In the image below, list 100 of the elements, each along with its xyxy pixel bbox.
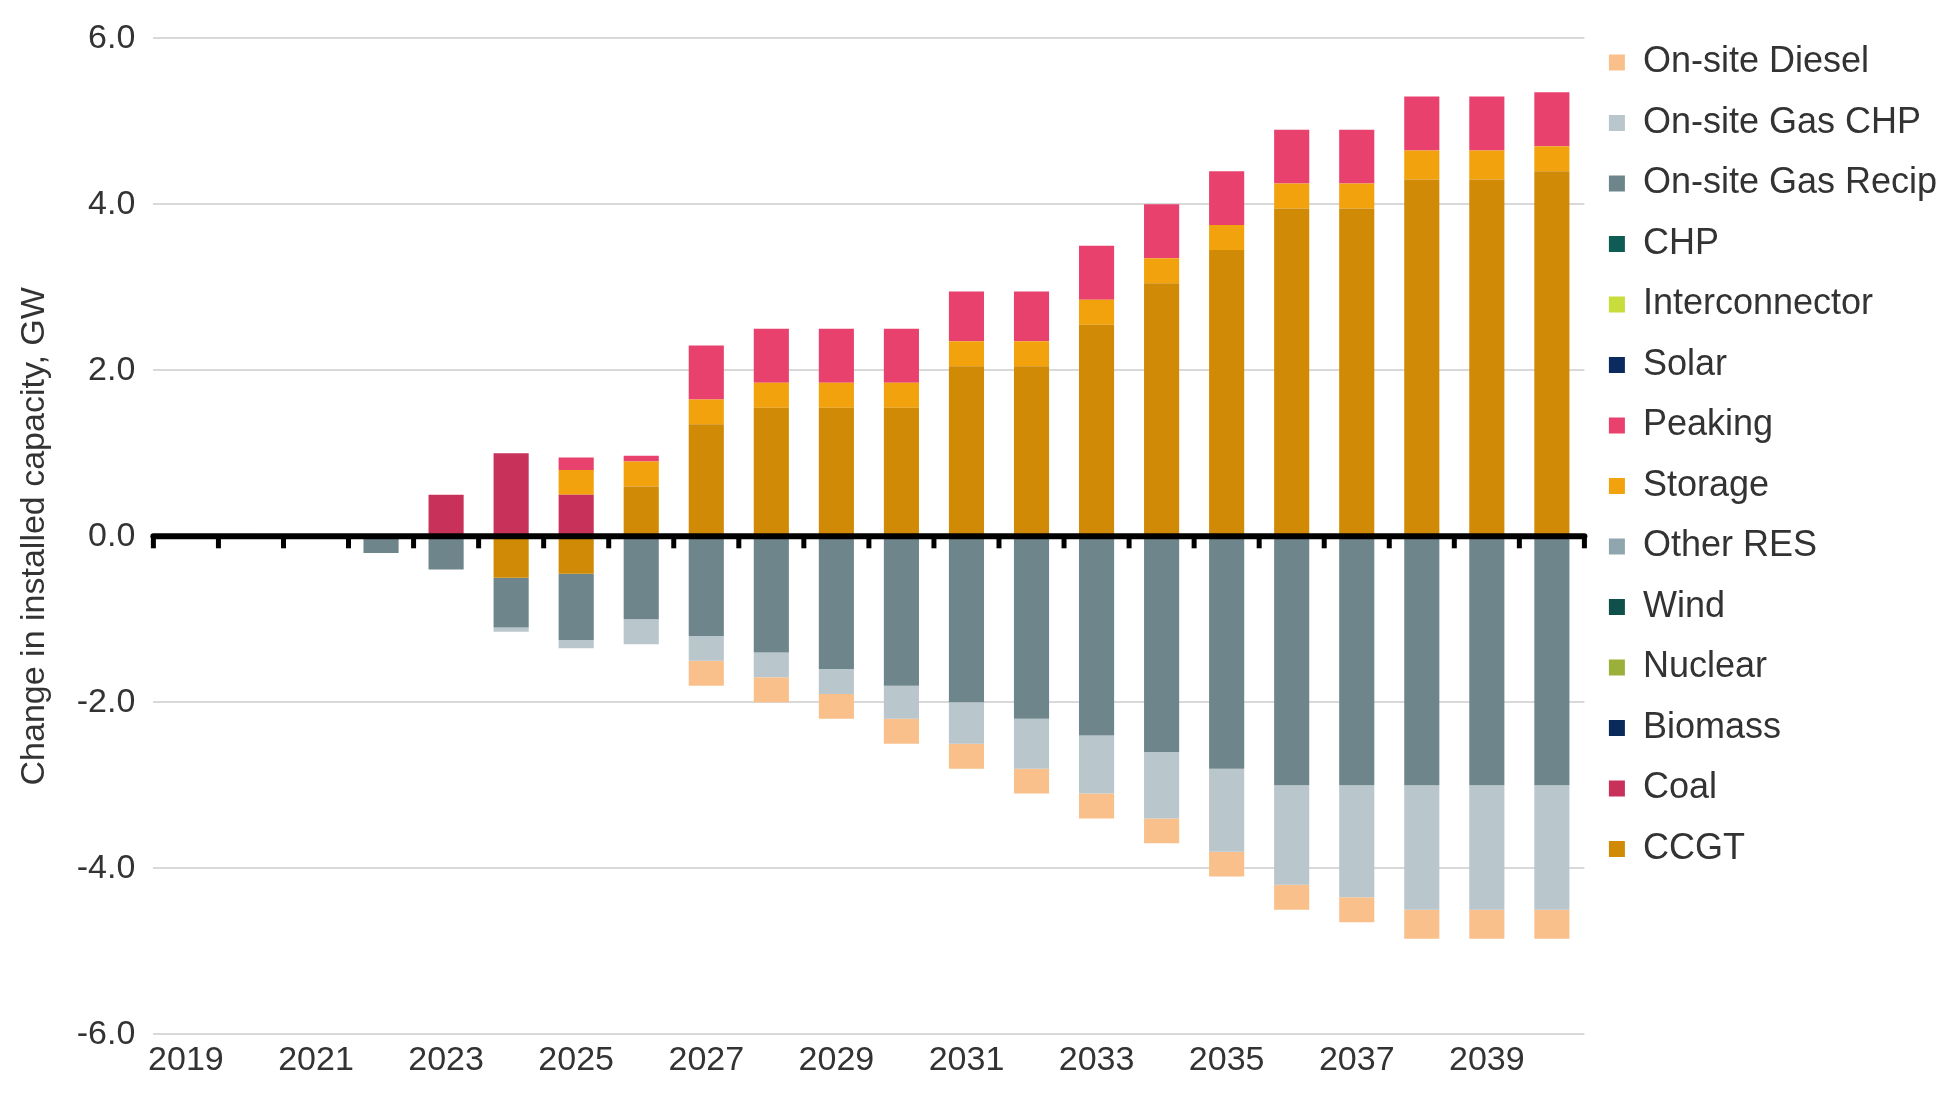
- bar: [1339, 785, 1375, 898]
- bar: [493, 627, 529, 632]
- legend-label: Solar: [1642, 341, 1727, 383]
- bar: [883, 382, 919, 408]
- legend-label: Other RES: [1642, 523, 1817, 565]
- bar: [688, 399, 724, 425]
- bar: [1404, 96, 1440, 151]
- bar: [1274, 183, 1310, 209]
- bar: [428, 537, 464, 570]
- bar: [688, 635, 724, 661]
- y-tick-label: -4.0: [76, 846, 136, 885]
- bar: [558, 494, 594, 536]
- bar: [1209, 537, 1245, 769]
- x-tick-label: 2029: [798, 1038, 875, 1077]
- bar: [493, 577, 529, 628]
- bar: [1144, 283, 1180, 536]
- legend-label: Interconnector: [1642, 281, 1874, 323]
- bar: [1144, 537, 1180, 753]
- bar: [883, 328, 919, 383]
- bar: [1339, 183, 1375, 209]
- bar: [558, 537, 594, 574]
- bar: [1404, 785, 1440, 910]
- y-tick-label: 4.0: [88, 182, 136, 221]
- bar: [1534, 146, 1570, 172]
- bar: [1404, 909, 1440, 939]
- bar: [1274, 208, 1310, 536]
- x-tick-label: 2019: [148, 1038, 224, 1077]
- bar: [558, 640, 594, 649]
- bar: [1013, 537, 1050, 719]
- y-tick-label: 2.0: [88, 348, 136, 387]
- bar: [1078, 324, 1115, 536]
- bar: [1209, 851, 1245, 877]
- legend-label: Peaking: [1642, 402, 1774, 444]
- bar: [1534, 537, 1570, 786]
- bar: [818, 328, 854, 383]
- bar: [753, 537, 789, 653]
- bar: [1078, 245, 1115, 300]
- bar: [753, 652, 789, 678]
- legend-label: Wind: [1642, 583, 1725, 625]
- bar: [1209, 250, 1245, 536]
- bar: [1209, 171, 1245, 226]
- bar: [818, 382, 854, 408]
- bar: [688, 537, 724, 636]
- legend-label: Nuclear: [1642, 644, 1767, 686]
- bar: [1274, 537, 1310, 786]
- bar: [753, 328, 789, 383]
- x-tick-label: 2025: [538, 1038, 615, 1077]
- bar: [883, 685, 919, 719]
- bar: [1469, 150, 1505, 180]
- bar: [558, 573, 594, 641]
- bar: [1144, 752, 1180, 819]
- y-axis-title: Change in installed capacity, GW: [12, 287, 51, 786]
- bar: [363, 537, 399, 553]
- bar: [948, 743, 985, 769]
- bar: [818, 669, 854, 694]
- x-tick-label: 2031: [928, 1038, 1005, 1077]
- legend-label: On-site Gas Recip: [1642, 160, 1938, 202]
- bar: [623, 486, 659, 536]
- bar: [1013, 291, 1050, 342]
- bar: [1274, 884, 1310, 910]
- bar: [558, 469, 594, 495]
- bar: [753, 407, 789, 536]
- bar: [1469, 785, 1505, 910]
- bar: [753, 677, 789, 703]
- y-tick-label: -6.0: [76, 1012, 136, 1051]
- x-tick-label: 2037: [1318, 1038, 1395, 1077]
- bar: [1078, 299, 1115, 325]
- bar: [1339, 208, 1375, 536]
- bar: [1469, 537, 1505, 786]
- bar: [1404, 179, 1440, 536]
- legend-label: On-site Gas CHP: [1642, 99, 1921, 141]
- bar: [1339, 897, 1375, 923]
- bar: [1534, 909, 1570, 939]
- bar: [1013, 768, 1050, 794]
- bar: [493, 453, 529, 536]
- bar: [1013, 366, 1050, 536]
- bar: [1274, 785, 1310, 885]
- bar: [688, 424, 724, 536]
- bar: [1078, 735, 1115, 794]
- bar: [688, 660, 724, 686]
- bar: [428, 494, 464, 536]
- bar: [1339, 537, 1375, 786]
- x-tick-label: 2023: [408, 1038, 484, 1077]
- bar: [623, 455, 659, 462]
- bar: [948, 702, 985, 744]
- legend-label: CCGT: [1642, 825, 1745, 867]
- bar: [818, 537, 854, 670]
- legend-label: Biomass: [1642, 704, 1781, 746]
- bar: [623, 537, 659, 620]
- bar: [818, 693, 854, 719]
- x-tick-label: 2035: [1188, 1038, 1265, 1077]
- bar: [948, 341, 985, 367]
- bar: [1469, 909, 1505, 939]
- bar: [1534, 171, 1570, 536]
- bar: [1404, 537, 1440, 786]
- bar: [1144, 204, 1180, 259]
- legend-label: CHP: [1642, 220, 1719, 262]
- x-tick-label: 2033: [1058, 1038, 1135, 1077]
- bar: [883, 537, 919, 686]
- bar: [1078, 793, 1115, 819]
